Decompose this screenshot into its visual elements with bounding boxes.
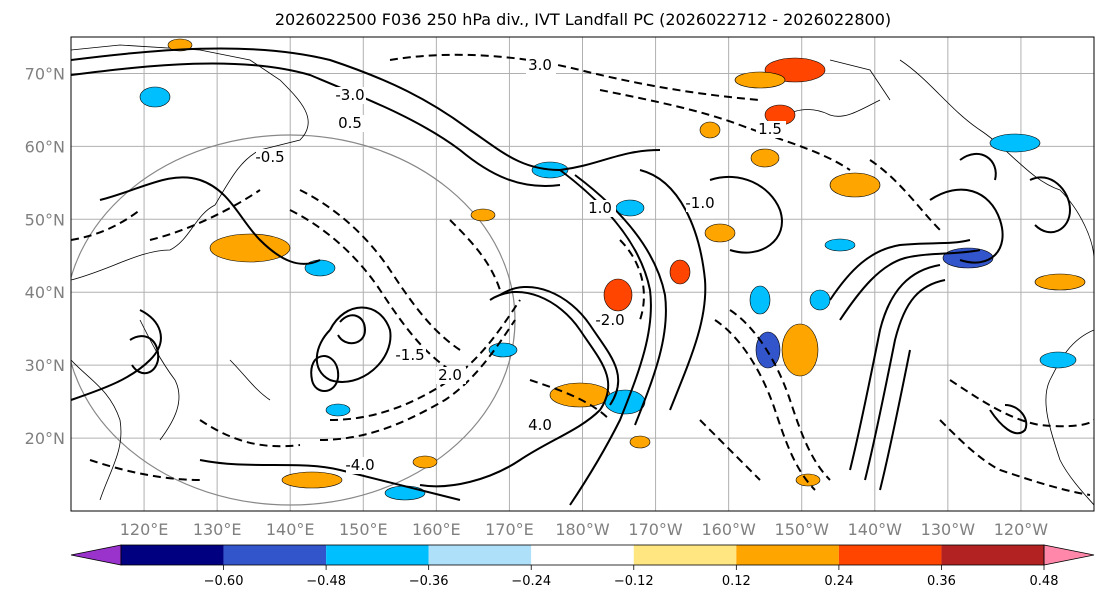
lon-tick-label: 150°E (339, 520, 388, 539)
colorbar-segment (736, 545, 839, 565)
colorbar-segment (428, 545, 532, 565)
contour-label-bg (256, 149, 286, 166)
colorbar: −0.60 −0.48 −0.36 −0.24 −0.12 0.12 0.24 0.36 0.4… (70, 544, 1095, 589)
map-frame (70, 36, 1095, 512)
colorbar-tick-label: −0.60 (204, 574, 244, 589)
contour-label: -2.0 (595, 311, 624, 329)
contour-labels: 3.0 -3.0 0.5 -0.5 1.0 -1.0 1.5 -1.5 2.0 -2.0 4.0 -4… (255, 56, 786, 474)
contour-label: -1.5 (395, 346, 424, 364)
contour-label: 1.5 (758, 120, 782, 138)
contour-label: 3.0 (528, 56, 552, 74)
lon-tick-label: 150°W (775, 520, 830, 539)
contour-label: -3.0 (335, 86, 364, 104)
coastlines (71, 44, 1094, 506)
colorbar-segment (223, 545, 327, 565)
latitude-labels: 70°N 60°N 50°N 40°N 30°N 20°N (25, 64, 65, 448)
lon-tick-label: 170°W (628, 520, 683, 539)
colorbar-segment (941, 545, 1044, 565)
contour-label-bg (526, 417, 556, 434)
lon-tick-label: 120°W (994, 520, 1049, 539)
lon-tick-label: 140°W (848, 520, 903, 539)
colorbar-segment (531, 545, 634, 565)
colorbar-tick-label: 0.24 (824, 574, 853, 589)
contour-label-bg (686, 195, 716, 212)
lon-tick-label: 170°E (485, 520, 534, 539)
colorbar-segment (838, 545, 942, 565)
contour-label: 1.0 (588, 199, 612, 217)
lon-tick-label: 130°W (921, 520, 976, 539)
colorbar-extend-min (70, 544, 122, 566)
colorbar-tick-label: −0.24 (511, 574, 551, 589)
colorbar-segment (121, 545, 224, 565)
contour-label: 4.0 (528, 416, 552, 434)
lat-tick-label: 60°N (25, 137, 65, 156)
colorbar-frame (120, 544, 1045, 566)
dashed-contours (71, 53, 1094, 496)
contour-label: -0.5 (255, 148, 284, 166)
lon-tick-label: 140°E (266, 520, 315, 539)
colorbar-tick-label: −0.36 (409, 574, 449, 589)
contour-label-bg (596, 312, 626, 329)
longitude-labels: 120°E 130°E 140°E 150°E 160°E 170°E 180°W 170°W… (120, 520, 1049, 539)
contour-label: -1.0 (685, 194, 714, 212)
graticule (71, 37, 1094, 511)
lon-tick-label: 180°W (555, 520, 610, 539)
lat-tick-label: 50°N (25, 210, 65, 229)
colorbar-extend-max (1043, 544, 1095, 566)
contour-label: -4.0 (345, 456, 374, 474)
lon-tick-label: 120°E (120, 520, 169, 539)
colorbar-tick-label: 0.12 (722, 574, 751, 589)
contour-label: 2.0 (438, 366, 462, 384)
colorbar-tick-label: 0.36 (927, 574, 956, 589)
contour-label: 0.5 (338, 114, 362, 132)
contour-label-bg (336, 87, 366, 104)
map-panel: 3.0 -3.0 0.5 -0.5 1.0 -1.0 1.5 -1.5 2.0 -2.0 4.0 -4… (70, 36, 1095, 512)
lon-tick-label: 130°E (193, 520, 242, 539)
contour-label-bg (586, 200, 616, 217)
contour-label-bg (396, 347, 426, 364)
colorbar-tick-label: −0.12 (614, 574, 654, 589)
lon-tick-label: 160°W (701, 520, 756, 539)
lat-tick-label: 30°N (25, 356, 65, 375)
colorbar-tick-label: 0.48 (1030, 574, 1059, 589)
contour-label-bg (526, 57, 556, 74)
colorbar-segment (633, 545, 737, 565)
contour-label-bg (436, 367, 466, 384)
figure-title: 2026022500 F036 250 hPa div., IVT Landfa… (275, 10, 891, 29)
contour-label-bg (336, 115, 366, 132)
contour-label-bg (346, 457, 376, 474)
colorbar-segment (326, 545, 429, 565)
lat-tick-label: 40°N (25, 283, 65, 302)
lon-tick-label: 160°E (412, 520, 461, 539)
lat-tick-label: 20°N (25, 429, 65, 448)
divergence-fill (139, 38, 1086, 501)
lat-tick-label: 70°N (25, 64, 65, 83)
colorbar-tick-label: −0.48 (306, 574, 346, 589)
contour-label-bg (756, 121, 786, 138)
